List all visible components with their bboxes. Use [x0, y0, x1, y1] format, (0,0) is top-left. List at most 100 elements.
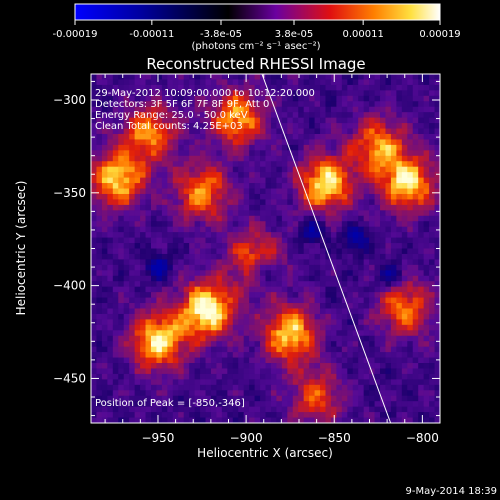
heatmap-cell — [292, 172, 299, 179]
heatmap-cell — [265, 183, 272, 189]
heatmap-cell — [216, 139, 223, 146]
heatmap-cell — [189, 335, 196, 342]
heatmap-cell — [107, 74, 114, 80]
heatmap-cell — [341, 395, 348, 402]
heatmap-cell — [194, 237, 201, 244]
heatmap-cell — [205, 253, 212, 260]
heatmap-cell — [145, 79, 152, 86]
heatmap-cell — [358, 286, 365, 293]
heatmap-cell — [276, 335, 283, 342]
heatmap-cell — [243, 84, 250, 91]
heatmap-cell — [412, 346, 419, 353]
heatmap-cell — [320, 74, 326, 80]
heatmap-cell — [243, 139, 250, 146]
heatmap-cell — [363, 161, 370, 168]
heatmap-cell — [232, 373, 239, 380]
heatmap-cell — [140, 292, 146, 298]
heatmap-cell — [429, 264, 435, 271]
heatmap-cell — [161, 308, 168, 315]
heatmap-cell — [292, 101, 299, 108]
heatmap-cell — [369, 352, 375, 358]
heatmap-cell — [238, 232, 245, 238]
heatmap-cell — [418, 221, 425, 228]
heatmap-cell — [156, 237, 163, 244]
heatmap-cell — [161, 210, 168, 217]
heatmap-cell — [336, 106, 343, 113]
heatmap-cell — [423, 74, 430, 80]
heatmap-cell — [314, 128, 321, 135]
heatmap-cell — [249, 401, 255, 408]
heatmap-cell — [363, 324, 370, 331]
heatmap-cell — [287, 74, 294, 80]
heatmap-cell — [401, 221, 408, 228]
heatmap-cell — [396, 357, 403, 364]
heatmap-cell — [390, 106, 397, 113]
heatmap-cell — [96, 297, 103, 304]
heatmap-cell — [325, 270, 332, 277]
heatmap-cell — [352, 204, 359, 211]
heatmap-cell — [150, 221, 157, 228]
heatmap-cell — [118, 95, 125, 102]
heatmap-cell — [396, 193, 403, 200]
heatmap-cell — [369, 210, 375, 217]
heatmap-cell — [91, 199, 97, 206]
heatmap-cell — [270, 297, 277, 304]
heatmap-cell — [243, 286, 250, 293]
heatmap-cell — [418, 341, 425, 348]
heatmap-cell — [390, 188, 397, 195]
heatmap-cell — [336, 237, 343, 244]
heatmap-cell — [374, 112, 381, 119]
heatmap-cell — [178, 270, 185, 277]
heatmap-cell — [412, 248, 419, 255]
heatmap-cell — [189, 112, 196, 119]
heatmap-cell — [107, 117, 114, 124]
heatmap-cell — [129, 248, 136, 255]
heatmap-cell — [401, 390, 408, 397]
heatmap-cell — [380, 292, 386, 298]
heatmap-cell — [358, 390, 365, 397]
heatmap-cell — [194, 303, 201, 309]
heatmap-cell — [123, 226, 130, 233]
heatmap-cell — [336, 74, 343, 80]
heatmap-cell — [156, 133, 163, 140]
heatmap-cell — [107, 95, 114, 102]
heatmap-cell — [363, 313, 370, 320]
heatmap-cell — [140, 150, 146, 157]
heatmap-cell — [352, 172, 359, 179]
heatmap-cell — [167, 335, 174, 342]
heatmap-cell — [172, 79, 179, 86]
heatmap-cell — [161, 248, 168, 255]
heatmap-cell — [91, 395, 97, 402]
heatmap-cell — [221, 139, 228, 146]
heatmap-cell — [429, 95, 435, 102]
heatmap-cell — [434, 395, 440, 402]
heatmap-cell — [330, 215, 337, 222]
heatmap-cell — [341, 292, 348, 298]
heatmap-cell — [336, 95, 343, 102]
heatmap-cell — [210, 303, 217, 309]
heatmap-cell — [91, 139, 97, 146]
heatmap-cell — [183, 248, 190, 255]
heatmap-cell — [134, 112, 141, 119]
heatmap-cell — [374, 330, 381, 337]
heatmap-cell — [123, 275, 130, 282]
heatmap-cell — [216, 324, 223, 331]
heatmap-cell — [314, 292, 321, 298]
heatmap-cell — [232, 221, 239, 228]
heatmap-cell — [429, 90, 435, 97]
heatmap-cell — [118, 123, 125, 129]
heatmap-cell — [140, 128, 146, 135]
heatmap-cell — [330, 128, 337, 135]
heatmap-cell — [232, 308, 239, 315]
heatmap-cell — [216, 379, 223, 386]
heatmap-cell — [401, 101, 408, 108]
heatmap-cell — [314, 253, 321, 260]
heatmap-cell — [221, 379, 228, 386]
heatmap-cell — [107, 341, 114, 348]
heatmap-cell — [123, 133, 130, 140]
heatmap-cell — [194, 172, 201, 179]
heatmap-cell — [412, 401, 419, 408]
heatmap-cell — [287, 292, 294, 298]
heatmap-cell — [260, 330, 266, 337]
heatmap-cell — [161, 363, 168, 369]
